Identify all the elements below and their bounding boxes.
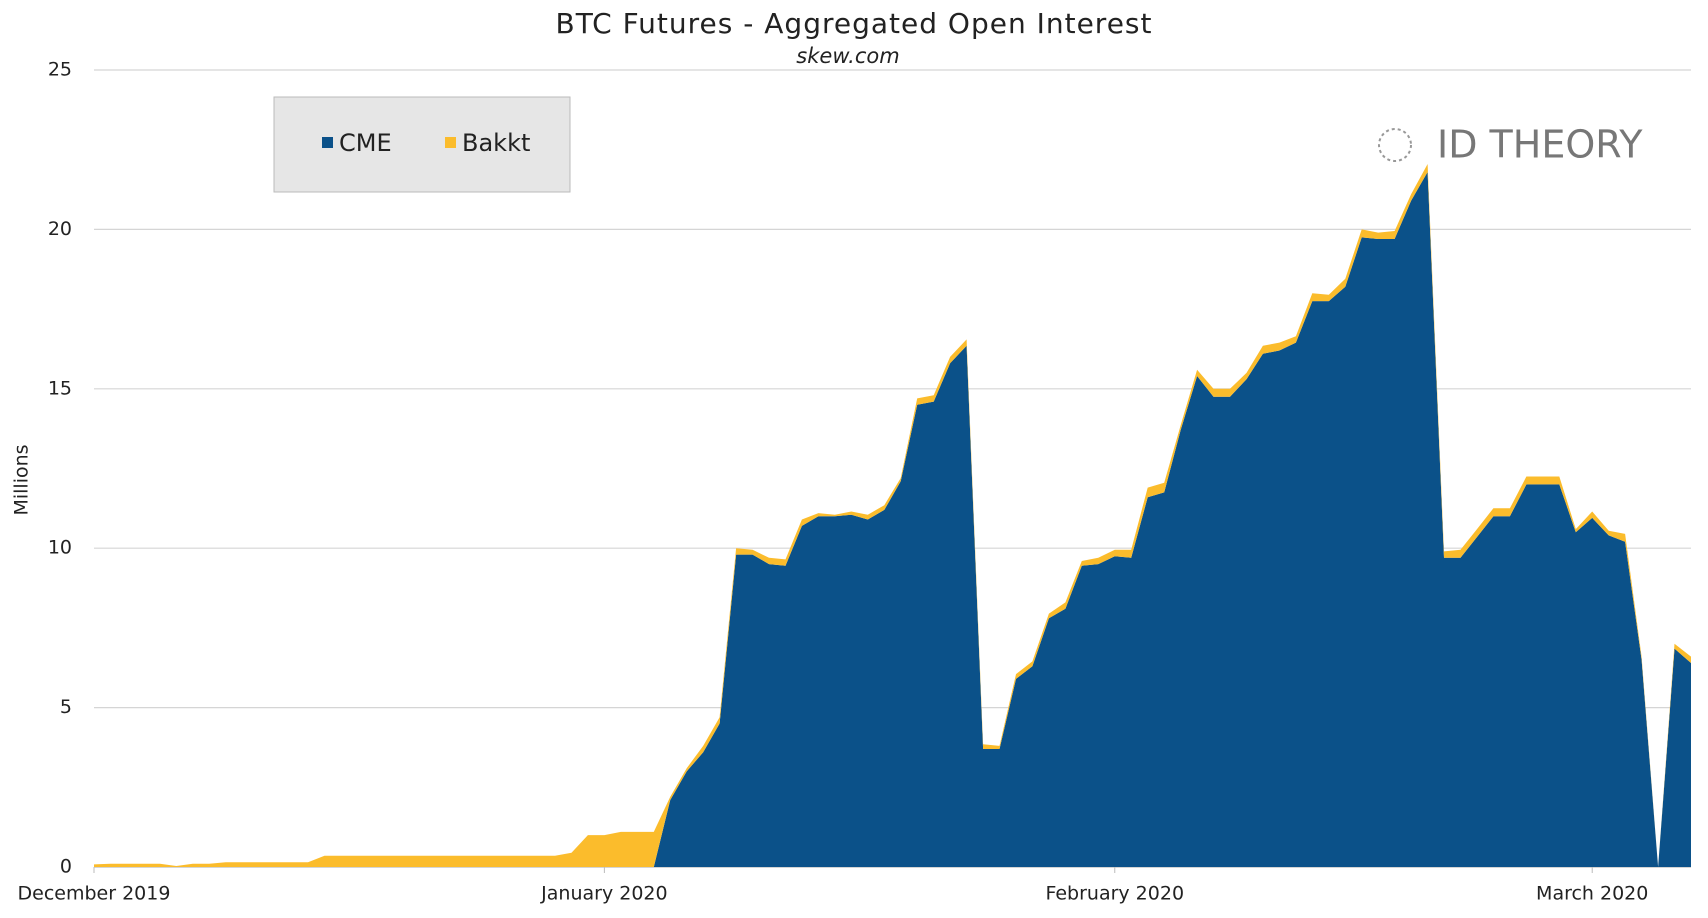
y-tick-label: 20 bbox=[48, 218, 72, 240]
y-tick-label: 25 bbox=[48, 59, 72, 81]
chart-title: BTC Futures - Aggregated Open Interest bbox=[555, 7, 1152, 40]
y-tick-label: 15 bbox=[48, 377, 72, 399]
legend-label: CME bbox=[339, 129, 392, 157]
legend-swatch bbox=[445, 137, 456, 148]
chart-subtitle: skew.com bbox=[796, 44, 899, 68]
y-tick-label: 5 bbox=[60, 696, 72, 718]
x-tick-label: December 2019 bbox=[18, 883, 171, 905]
legend-swatch bbox=[322, 137, 333, 148]
watermark: ID THEORY bbox=[1378, 123, 1643, 167]
legend: CME Bakkt bbox=[273, 96, 571, 193]
y-axis-label: Millions bbox=[11, 444, 33, 515]
legend-label: Bakkt bbox=[462, 129, 530, 157]
x-tick-label: February 2020 bbox=[1045, 883, 1184, 905]
watermark-text: ID THEORY bbox=[1437, 123, 1643, 167]
y-tick-label: 10 bbox=[48, 537, 72, 559]
watermark-icon bbox=[1378, 128, 1412, 162]
area bbox=[94, 164, 1691, 867]
area bbox=[94, 172, 1691, 867]
y-tick-label: 0 bbox=[60, 856, 72, 878]
x-tick-label: January 2020 bbox=[540, 883, 667, 905]
x-tick-label: March 2020 bbox=[1536, 883, 1648, 905]
